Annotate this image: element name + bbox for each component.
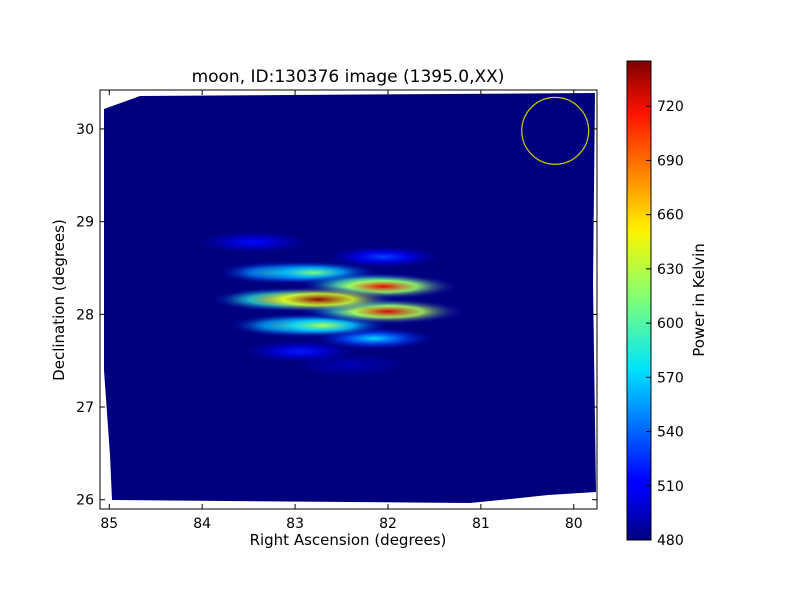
- x-tick-label: 85: [100, 516, 118, 532]
- x-tick-label: 83: [286, 516, 304, 532]
- colorbar-ticks: 480 510 540 570 600 630 660 690 720: [646, 99, 684, 549]
- colorbar-tick-label: 600: [657, 316, 684, 332]
- y-tick-label: 27: [76, 400, 94, 416]
- x-tick-label: 80: [565, 516, 583, 532]
- x-axis-ticks: 85 84 83 82 81 80: [100, 90, 583, 532]
- y-tick-label: 29: [76, 215, 94, 231]
- emission-blob: [326, 246, 440, 268]
- beam-marker-circle: [521, 96, 590, 165]
- x-tick-label: 81: [472, 516, 490, 532]
- y-tick-label: 26: [76, 493, 94, 509]
- emission-blob: [244, 340, 356, 363]
- colorbar: [626, 60, 652, 541]
- colorbar-tick-label: 720: [657, 99, 684, 115]
- x-axis-label: Right Ascension (degrees): [250, 531, 447, 549]
- y-tick-label: 30: [76, 122, 94, 138]
- plot-frame: [99, 89, 598, 510]
- y-axis-ticks: 26 27 28 29 30: [76, 122, 597, 509]
- emission-blob: [198, 231, 309, 253]
- emission-blob: [239, 286, 397, 313]
- colorbar-tick-label: 480: [657, 533, 684, 549]
- colorbar-tick-label: 690: [657, 153, 684, 169]
- y-tick-label: 28: [76, 307, 94, 323]
- colorbar-tick-label: 630: [657, 262, 684, 278]
- y-axis-label: Declination (degrees): [50, 219, 68, 381]
- colorbar-tick-label: 660: [657, 208, 684, 224]
- colorbar-label: Power in Kelvin: [690, 243, 708, 357]
- chart-title: moon, ID:130376 image (1395.0,XX): [192, 67, 505, 87]
- colorbar-tick-label: 570: [657, 370, 684, 386]
- colorbar-tick-label: 510: [657, 479, 684, 495]
- colorbar-tick-label: 540: [657, 425, 684, 441]
- x-tick-label: 82: [379, 516, 397, 532]
- emission-layer: [198, 231, 465, 376]
- x-tick-label: 84: [193, 516, 211, 532]
